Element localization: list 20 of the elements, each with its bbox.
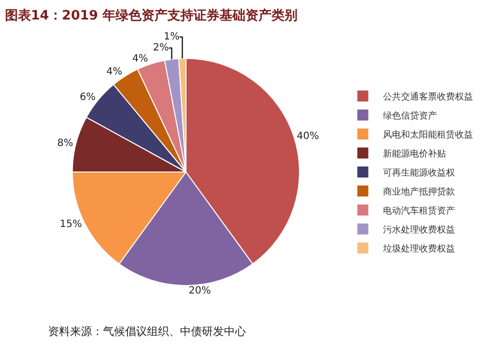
text: 资料来源：气候倡议组织、中债研发中心 bbox=[48, 325, 246, 338]
data-label: 2% bbox=[153, 42, 169, 54]
data-label: 6% bbox=[80, 92, 96, 103]
legend-label: 可再生能源收益权 bbox=[382, 168, 455, 179]
legend-label: 污水处理收费权益 bbox=[382, 224, 455, 236]
legend-label: 电动汽车租赁资产 bbox=[382, 206, 455, 217]
legend-label: 绿色信贷资产 bbox=[382, 110, 437, 122]
data-label: 15% bbox=[60, 219, 82, 230]
data-label: 4% bbox=[106, 66, 122, 78]
data-label: 4% bbox=[132, 53, 148, 64]
data-label: 8% bbox=[57, 138, 74, 149]
data-label: 40% bbox=[296, 130, 319, 142]
data-label: 1% bbox=[164, 31, 180, 42]
legend-label: 垃圾处理收费权益 bbox=[382, 244, 455, 255]
chart-title: 图表14：2019 年绿色资产支持证券基础资产类别 bbox=[4, 7, 298, 24]
legend-label: 商业地产抵押贷款 bbox=[382, 186, 455, 198]
legend-label: 新能源电价补贴 bbox=[382, 148, 446, 160]
legend-label: 公共交通客票收费权益 bbox=[382, 92, 473, 103]
data-label: 20% bbox=[188, 286, 211, 297]
legend-label: 风电和太阳能租赁收益 bbox=[382, 130, 473, 141]
